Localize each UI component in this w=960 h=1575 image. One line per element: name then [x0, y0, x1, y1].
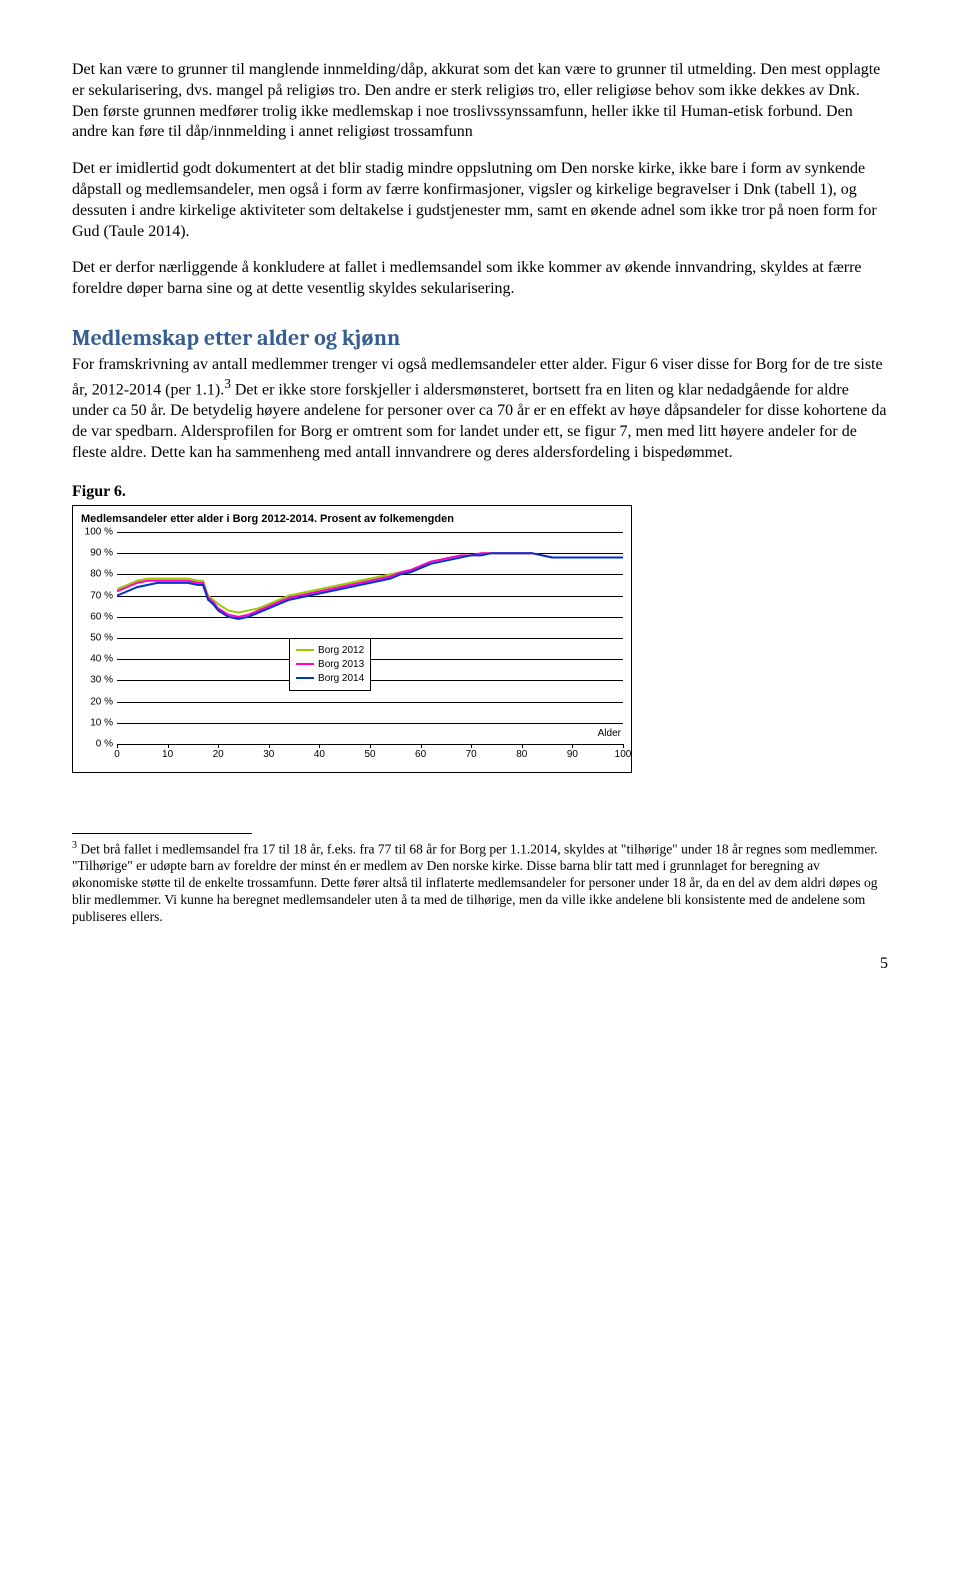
- y-axis-label: 70 %: [77, 589, 113, 602]
- y-axis-label: 40 %: [77, 653, 113, 666]
- figure-6-chart: Medlemsandeler etter alder i Borg 2012-2…: [72, 505, 632, 773]
- page-number: 5: [72, 954, 888, 975]
- legend-label: Borg 2013: [318, 658, 364, 671]
- series-line: [117, 553, 623, 617]
- x-axis-label: 80: [516, 748, 527, 761]
- x-axis-title: Alder: [598, 727, 621, 740]
- paragraph-4: For framskrivning av antall medlemmer tr…: [72, 355, 888, 464]
- y-axis-label: 50 %: [77, 631, 113, 644]
- figure-label: Figur 6.: [72, 482, 888, 503]
- y-axis-label: 10 %: [77, 716, 113, 729]
- y-axis-label: 60 %: [77, 610, 113, 623]
- x-axis-label: 90: [567, 748, 578, 761]
- y-axis-label: 100 %: [77, 525, 113, 538]
- x-axis-label: 60: [415, 748, 426, 761]
- y-axis-label: 20 %: [77, 695, 113, 708]
- footnote-ref-3: 3: [224, 376, 231, 391]
- x-axis-label: 10: [162, 748, 173, 761]
- legend-swatch: [296, 663, 314, 665]
- paragraph-3: Det er derfor nærliggende å konkludere a…: [72, 258, 888, 300]
- section-heading: Medlemskap etter alder og kjønn: [72, 324, 888, 353]
- x-axis-label: 40: [314, 748, 325, 761]
- y-axis-label: 30 %: [77, 674, 113, 687]
- chart-title: Medlemsandeler etter alder i Borg 2012-2…: [81, 512, 623, 526]
- legend-item: Borg 2012: [296, 644, 364, 657]
- legend-label: Borg 2014: [318, 672, 364, 685]
- y-axis-label: 80 %: [77, 568, 113, 581]
- series-line: [117, 553, 623, 619]
- x-axis-label: 20: [213, 748, 224, 761]
- legend-swatch: [296, 649, 314, 651]
- paragraph-2: Det er imidlertid godt dokumentert at de…: [72, 159, 888, 242]
- footnote-separator: [72, 833, 252, 834]
- paragraph-1: Det kan være to grunner til manglende in…: [72, 60, 888, 143]
- footnote-text: Det brå fallet i medlemsandel fra 17 til…: [72, 841, 878, 924]
- chart-legend: Borg 2012Borg 2013Borg 2014: [289, 638, 371, 691]
- x-axis-label: 0: [114, 748, 120, 761]
- legend-label: Borg 2012: [318, 644, 364, 657]
- x-axis-label: 30: [263, 748, 274, 761]
- x-axis-label: 50: [364, 748, 375, 761]
- legend-swatch: [296, 677, 314, 679]
- y-axis-label: 90 %: [77, 547, 113, 560]
- x-axis-label: 70: [466, 748, 477, 761]
- y-axis-label: 0 %: [77, 737, 113, 750]
- legend-item: Borg 2013: [296, 658, 364, 671]
- footnote-3: 3 Det brå fallet i medlemsandel fra 17 t…: [72, 840, 888, 926]
- legend-item: Borg 2014: [296, 672, 364, 685]
- x-axis-label: 100: [615, 748, 632, 761]
